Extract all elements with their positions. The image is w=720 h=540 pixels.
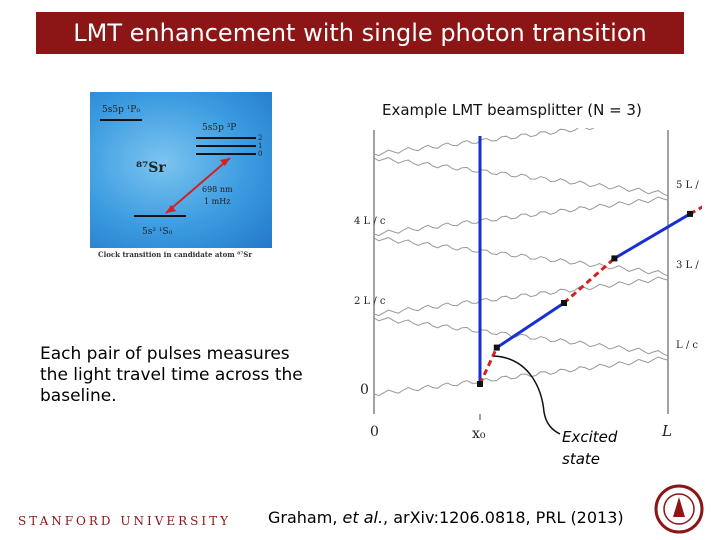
ground-segment: [495, 301, 565, 349]
level-3p-label: 5s5p ³P: [202, 123, 236, 133]
y-tick-0: 0: [360, 382, 369, 398]
excited-segment: [478, 346, 499, 385]
energy-level-diagram: 5s5p ¹P₀ 5s5p ³P 2 1 0 ⁸⁷Sr 698 nm 1 mHz…: [100, 105, 262, 237]
x-tick-0: 0: [370, 424, 379, 440]
photon-pulse-wave: [373, 237, 669, 277]
pulse-interaction-points: [477, 210, 693, 387]
photon-pulse-wave: [373, 356, 669, 397]
x-tick-x0: x₀: [472, 426, 486, 442]
atom-label: ⁸⁷Sr: [136, 160, 166, 176]
excited-state-pointer: [493, 355, 561, 435]
level-1p-label: 5s5p ¹P₀: [102, 105, 140, 115]
x-tick-l: L: [661, 422, 672, 440]
stanford-seal-icon: [654, 484, 704, 534]
photon-pulse-wave: [373, 157, 669, 197]
y-tick-2lc: 2 L / c: [354, 296, 386, 307]
linewidth-label: 1 mHz: [204, 197, 230, 206]
y-tick-lc: L / c: [676, 340, 698, 351]
y-tick-3lc: 3 L / c: [676, 260, 702, 271]
photon-pulse-wave: [373, 196, 669, 237]
pulse-interaction-point: [687, 210, 693, 217]
excited-state-label: Excited state: [562, 428, 618, 468]
photon-pulse-wave: [373, 128, 595, 157]
excited-segment: [563, 257, 616, 305]
wavelength-label: 698 nm: [202, 185, 233, 194]
lmt-spacetime-diagram: 0 2 L / c 4 L / c L / c 3 L / c 5 L / c …: [354, 128, 702, 442]
photon-pulse-wave: [373, 317, 669, 357]
description-text: Each pair of pulses measures the light t…: [40, 344, 303, 406]
pulse-interaction-point: [561, 300, 567, 306]
energy-level-figure: [90, 92, 272, 248]
j2-label: 2: [258, 134, 262, 142]
figure-caption: Clock transition in candidate atom ⁸⁷Sr: [98, 250, 253, 259]
ground-segment: [613, 212, 691, 260]
pulse-interaction-point: [611, 255, 618, 262]
j1-label: 1: [258, 142, 262, 150]
j0-label: 0: [258, 150, 262, 158]
y-tick-4lc: 4 L / c: [354, 216, 386, 227]
atom-trajectories: [478, 136, 702, 385]
pulse-interaction-point: [477, 381, 483, 387]
stanford-logo: STANFORD UNIVERSITY: [18, 514, 232, 528]
citation: Graham, et al., arXiv:1206.0818, PRL (20…: [268, 508, 624, 527]
ground-state-label: 5s² ¹S₀: [142, 227, 173, 237]
slide-title: LMT enhancement with single photon trans…: [36, 12, 684, 54]
photon-pulse-waves: [373, 128, 669, 397]
chart-title: Example LMT beamsplitter (N = 3): [382, 101, 642, 119]
photon-pulse-wave: [373, 276, 669, 317]
pulse-interaction-point: [493, 344, 500, 351]
y-tick-5lc: 5 L / c: [676, 180, 702, 191]
